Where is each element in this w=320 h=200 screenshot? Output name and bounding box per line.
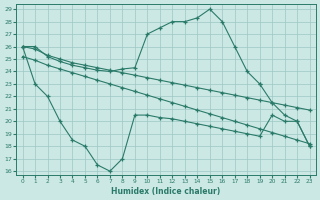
X-axis label: Humidex (Indice chaleur): Humidex (Indice chaleur) xyxy=(111,187,221,196)
